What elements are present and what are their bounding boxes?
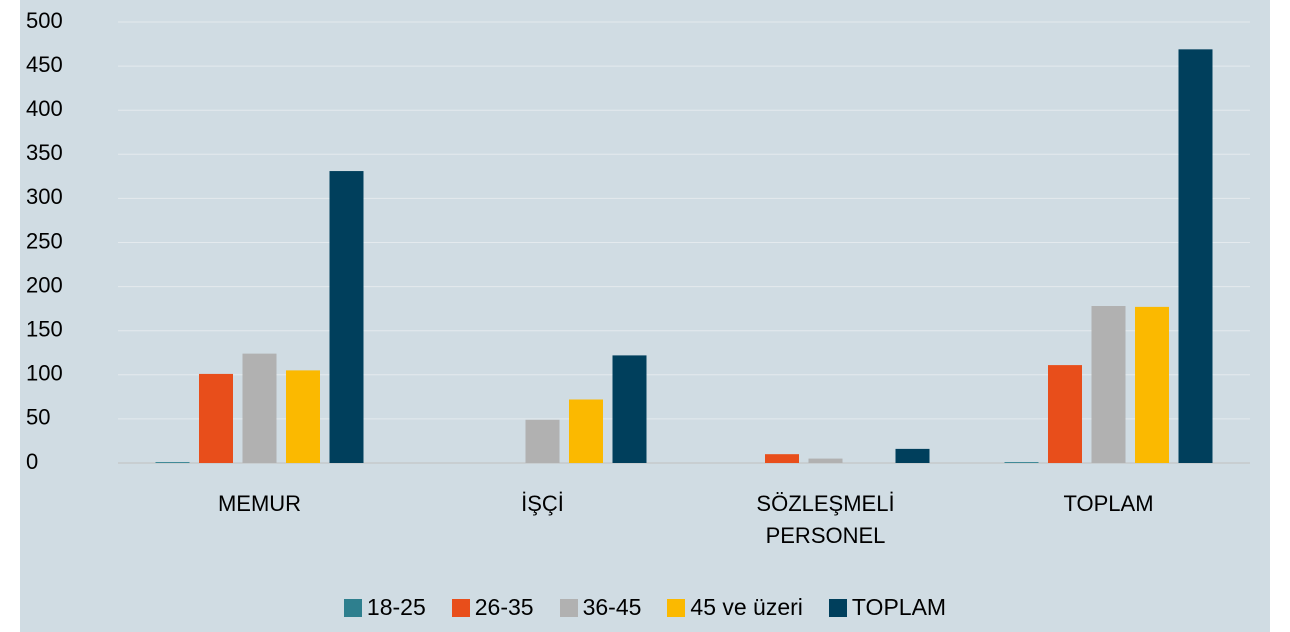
y-tick-label: 500 xyxy=(26,8,63,33)
legend-label: TOPLAM xyxy=(851,594,947,620)
y-tick-label: 100 xyxy=(26,361,63,386)
bar xyxy=(286,370,320,463)
legend-swatch xyxy=(343,598,362,617)
bar xyxy=(329,171,364,464)
legend-swatch xyxy=(451,598,470,617)
bar xyxy=(1135,306,1169,463)
y-tick-label: 350 xyxy=(26,140,63,165)
bar xyxy=(895,448,930,463)
bar xyxy=(155,462,190,463)
legend-swatch xyxy=(667,598,686,617)
legend-swatch xyxy=(559,598,578,617)
y-tick-label: 450 xyxy=(26,52,63,77)
bar xyxy=(525,419,560,463)
legend-item: 36-45 xyxy=(559,594,642,621)
legend-item: 26-35 xyxy=(451,594,534,621)
bar xyxy=(1048,365,1082,463)
legend: 18-25 26-35 36-45 45 ve üzeri TOPLAM xyxy=(0,594,1290,621)
bar xyxy=(808,458,843,463)
x-tick-label: İŞÇİ xyxy=(521,491,564,516)
x-tick-label: MEMUR xyxy=(217,491,302,516)
bar xyxy=(612,355,647,463)
x-tick-label: SÖZLEŞMELİ PERSONEL xyxy=(756,491,895,548)
bar xyxy=(199,373,233,463)
legend-item: TOPLAM xyxy=(828,594,947,621)
bar xyxy=(242,353,277,463)
y-tick-label: 150 xyxy=(26,317,63,342)
bar xyxy=(1004,462,1039,463)
legend-item: 18-25 xyxy=(343,594,426,621)
legend-swatch xyxy=(828,598,847,617)
y-tick-label: 300 xyxy=(26,184,63,209)
y-tick-label: 400 xyxy=(26,96,63,121)
legend-label: 36-45 xyxy=(582,594,642,620)
y-tick-label: 200 xyxy=(26,272,63,297)
legend-item: 45 ve üzeri xyxy=(667,594,803,621)
chart-background xyxy=(20,0,1270,632)
y-tick-label: 0 xyxy=(26,449,38,474)
bar xyxy=(1091,306,1126,463)
x-tick-label: TOPLAM xyxy=(1063,491,1154,516)
legend-label: 45 ve üzeri xyxy=(690,594,803,620)
y-tick-label: 250 xyxy=(26,228,63,253)
legend-label: 18-25 xyxy=(366,594,426,620)
bar xyxy=(569,399,603,463)
bar xyxy=(1178,49,1213,463)
bar xyxy=(765,454,799,463)
y-tick-label: 50 xyxy=(26,405,50,430)
legend-label: 26-35 xyxy=(474,594,534,620)
